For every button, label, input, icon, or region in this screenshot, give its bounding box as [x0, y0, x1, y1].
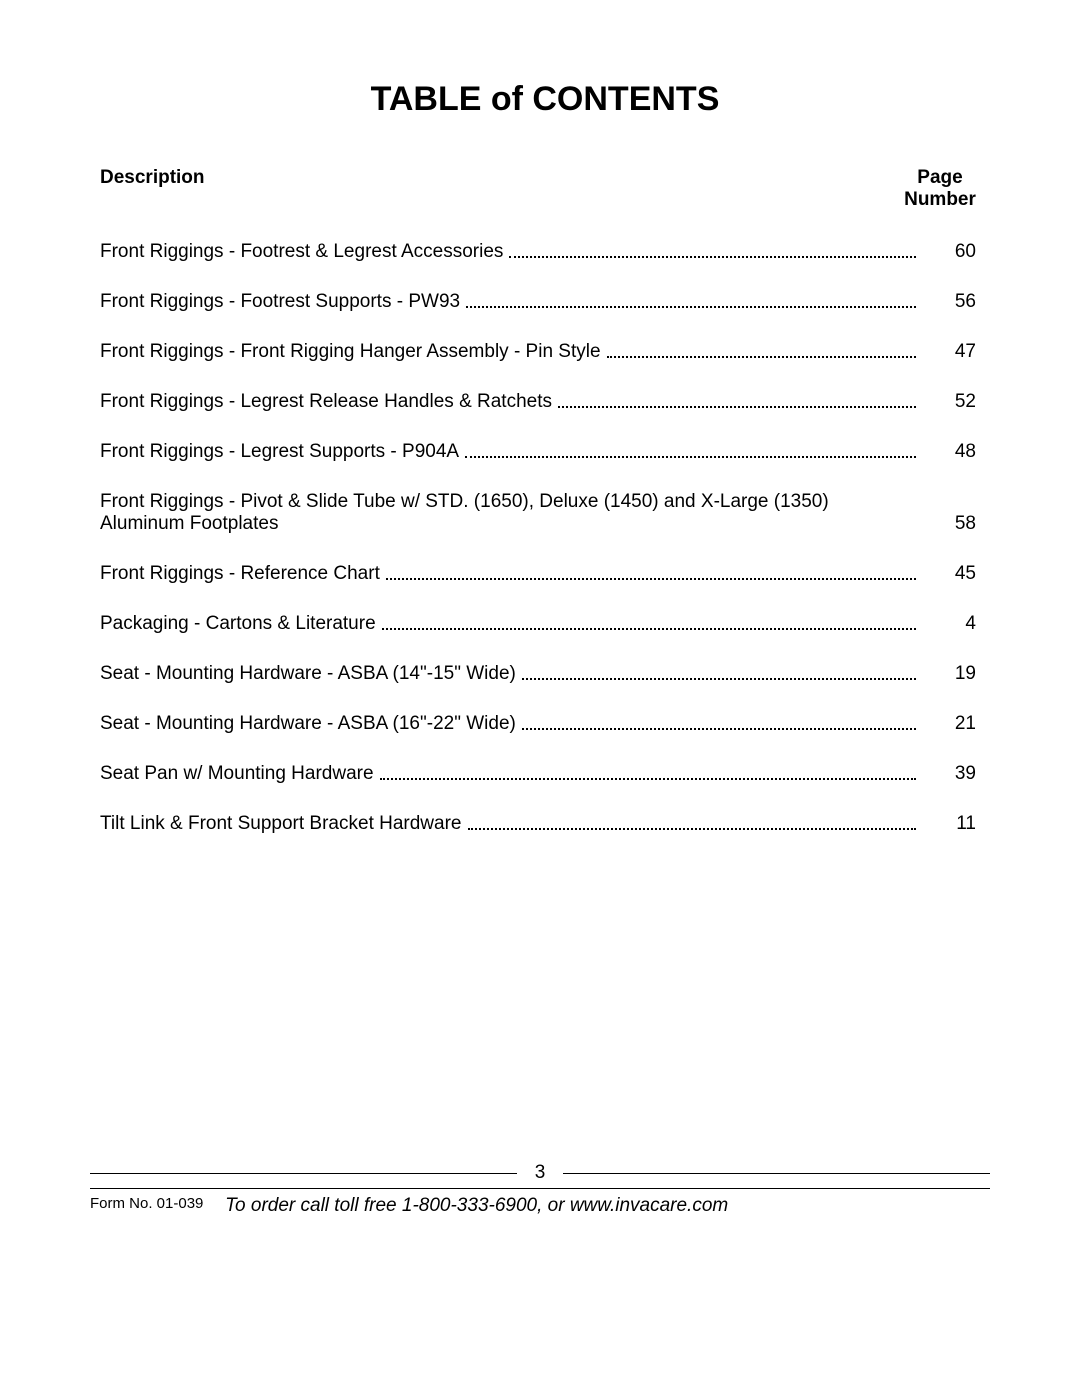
toc-row: Front Riggings - Reference Chart 45 — [100, 563, 990, 585]
toc-description: Front Riggings - Footrest Supports - PW9… — [100, 291, 460, 313]
toc-row: Front Riggings - Front Rigging Hanger As… — [100, 341, 990, 363]
toc-row: Front Riggings - Footrest Supports - PW9… — [100, 291, 990, 313]
toc-page-number: 52 — [920, 391, 990, 413]
toc-leader-dots — [386, 578, 916, 580]
toc-description: Seat - Mounting Hardware - ASBA (14"-15"… — [100, 663, 516, 685]
toc-leader-dots — [468, 828, 917, 830]
toc-page-number: 47 — [920, 341, 990, 363]
toc-row: Tilt Link & Front Support Bracket Hardwa… — [100, 813, 990, 835]
toc-page-number: 39 — [920, 763, 990, 785]
toc-page-number: 48 — [920, 441, 990, 463]
toc-row: Packaging - Cartons & Literature 4 — [100, 613, 990, 635]
toc-leader-dots — [558, 406, 916, 408]
toc-page-number: 56 — [920, 291, 990, 313]
toc-description: Seat - Mounting Hardware - ASBA (16"-22"… — [100, 713, 516, 735]
toc-leader-dots — [522, 728, 916, 730]
toc-page-number: 60 — [920, 241, 990, 263]
toc-page-number: 11 — [920, 813, 990, 835]
toc-page-number: 45 — [920, 563, 990, 585]
page-footer: 3 Form No. 01-039 To order call toll fre… — [90, 1162, 990, 1217]
toc-description: Packaging - Cartons & Literature — [100, 613, 376, 635]
toc-leader-dots — [465, 456, 916, 458]
toc-description: Front Riggings - Legrest Supports - P904… — [100, 441, 459, 463]
toc-description: Front Riggings - Front Rigging Hanger As… — [100, 341, 601, 363]
toc-leader-dots — [522, 678, 916, 680]
col-header-page-l1: Page — [890, 167, 990, 189]
toc-description: Front Riggings - Legrest Release Handles… — [100, 391, 552, 413]
toc-page-number: 19 — [920, 663, 990, 685]
toc-description: Seat Pan w/ Mounting Hardware — [100, 763, 374, 785]
toc-leader-dots — [380, 778, 916, 780]
col-header-description: Description — [100, 167, 890, 211]
toc-row: Seat Pan w/ Mounting Hardware 39 — [100, 763, 990, 785]
toc-description: Front Riggings - Footrest & Legrest Acce… — [100, 241, 503, 263]
toc-page-number: 4 — [920, 613, 990, 635]
col-header-page-l2: Number — [890, 189, 990, 211]
footer-rule-right — [563, 1173, 990, 1174]
toc-leader-dots — [866, 529, 916, 530]
toc-list: Front Riggings - Footrest & Legrest Acce… — [100, 241, 990, 835]
footer-page-number: 3 — [535, 1162, 546, 1184]
toc-leader-dots — [382, 628, 916, 630]
footer-rule-left — [90, 1173, 517, 1174]
page-title: TABLE of CONTENTS — [100, 80, 990, 119]
toc-page-number: 21 — [920, 713, 990, 735]
toc-description: Front Riggings - Pivot & Slide Tube w/ S… — [100, 491, 860, 535]
toc-row: Front Riggings - Pivot & Slide Tube w/ S… — [100, 491, 990, 535]
toc-description: Front Riggings - Reference Chart — [100, 563, 380, 585]
toc-leader-dots — [466, 306, 916, 308]
toc-description: Tilt Link & Front Support Bracket Hardwa… — [100, 813, 462, 835]
toc-row: Front Riggings - Legrest Release Handles… — [100, 391, 990, 413]
toc-header-row: Description Page Number — [100, 167, 990, 211]
col-header-page: Page Number — [890, 167, 990, 211]
toc-row: Front Riggings - Footrest & Legrest Acce… — [100, 241, 990, 263]
toc-leader-dots — [607, 356, 916, 358]
toc-row: Seat - Mounting Hardware - ASBA (14"-15"… — [100, 663, 990, 685]
toc-row: Seat - Mounting Hardware - ASBA (16"-22"… — [100, 713, 990, 735]
toc-row: Front Riggings - Legrest Supports - P904… — [100, 441, 990, 463]
footer-order-line: To order call toll free 1-800-333-6900, … — [83, 1195, 870, 1217]
toc-leader-dots — [509, 256, 916, 258]
toc-page-number: 58 — [920, 513, 990, 535]
